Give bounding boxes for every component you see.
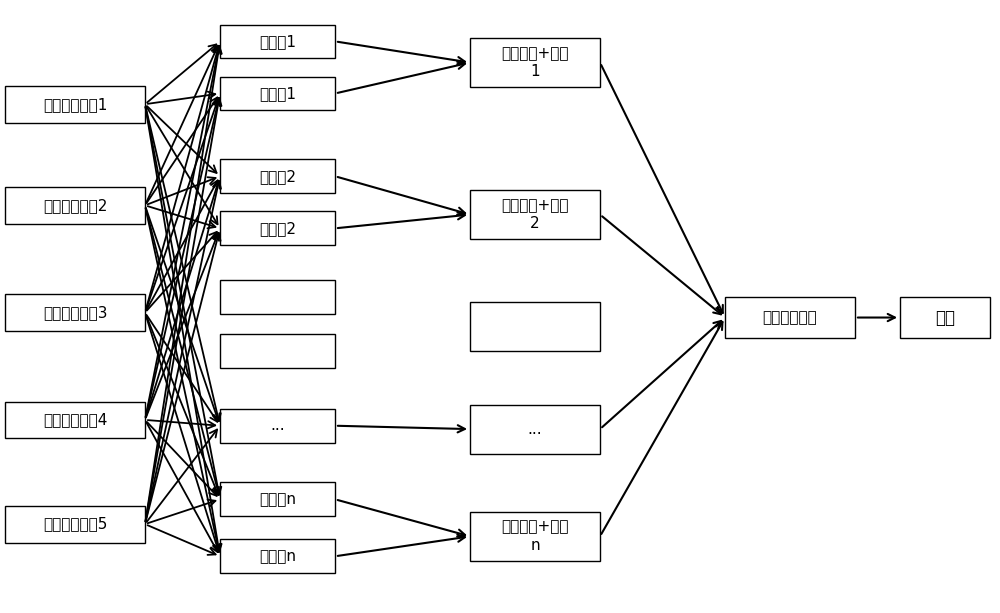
FancyBboxPatch shape [220,211,335,245]
FancyBboxPatch shape [220,334,335,368]
Text: 训练集n: 训练集n [259,492,296,507]
Text: 验证集2: 验证集2 [259,221,296,236]
Text: 数据样本子集2: 数据样本子集2 [43,198,107,213]
Text: 模型训练+验证
2: 模型训练+验证 2 [501,198,569,231]
FancyBboxPatch shape [5,506,145,543]
FancyBboxPatch shape [900,297,990,338]
FancyBboxPatch shape [220,409,335,443]
FancyBboxPatch shape [470,405,600,454]
FancyBboxPatch shape [220,539,335,573]
FancyBboxPatch shape [220,159,335,193]
FancyBboxPatch shape [5,294,145,331]
FancyBboxPatch shape [470,38,600,87]
FancyBboxPatch shape [725,297,855,338]
Text: 训练集2: 训练集2 [259,169,296,184]
Text: 数据样本子集1: 数据样本子集1 [43,97,107,112]
Text: ...: ... [270,418,285,433]
FancyBboxPatch shape [5,402,145,438]
Text: 结果: 结果 [935,308,955,327]
Text: 数据样本子集3: 数据样本子集3 [43,305,107,320]
Text: 验证集1: 验证集1 [259,86,296,101]
FancyBboxPatch shape [5,187,145,224]
FancyBboxPatch shape [5,86,145,123]
FancyBboxPatch shape [220,280,335,314]
Text: 训练集1: 训练集1 [259,34,296,49]
Text: 数据样本子集5: 数据样本子集5 [43,517,107,531]
Text: 数据样本子集4: 数据样本子集4 [43,413,107,427]
Text: 模型训练+验证
1: 模型训练+验证 1 [501,46,569,79]
Text: ...: ... [528,422,542,436]
Text: 验证集n: 验证集n [259,549,296,564]
FancyBboxPatch shape [220,25,335,58]
Text: 模型训练+验证
n: 模型训练+验证 n [501,520,569,553]
FancyBboxPatch shape [220,482,335,516]
FancyBboxPatch shape [220,77,335,110]
FancyBboxPatch shape [470,512,600,561]
FancyBboxPatch shape [470,190,600,239]
Text: 组合模型训练: 组合模型训练 [763,310,817,325]
FancyBboxPatch shape [470,302,600,351]
